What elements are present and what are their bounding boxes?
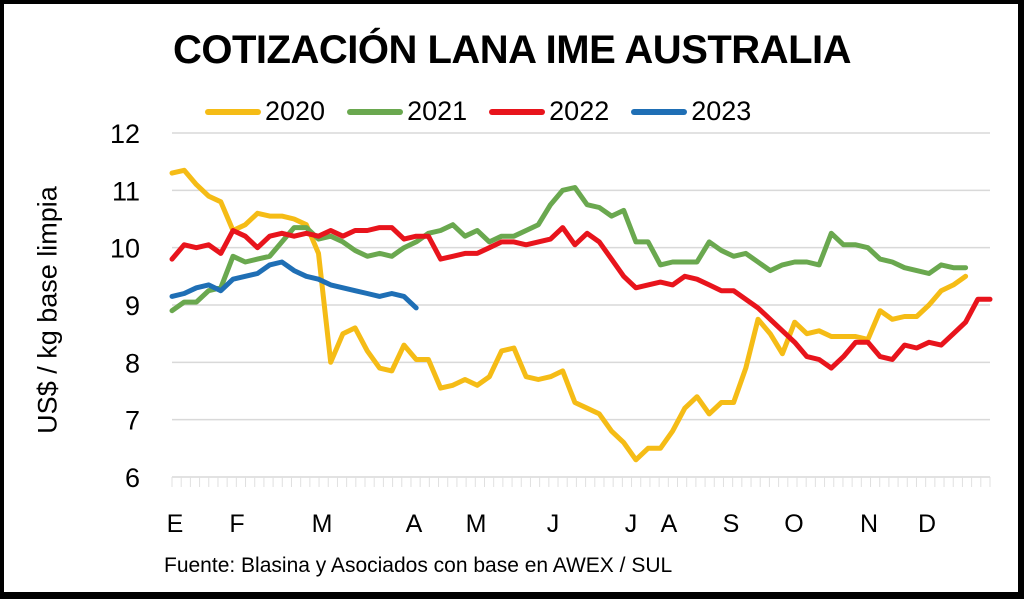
legend-swatch-2020 xyxy=(205,108,261,115)
legend-item-2020[interactable]: 2020 xyxy=(205,96,325,127)
legend-item-2022[interactable]: 2022 xyxy=(489,96,609,127)
legend-label-2020: 2020 xyxy=(265,96,326,126)
legend-item-2021[interactable]: 2021 xyxy=(347,96,467,127)
x-tick-label: A xyxy=(406,510,423,538)
y-tick-label: 7 xyxy=(125,406,140,436)
legend-label-2022: 2022 xyxy=(549,96,610,126)
y-tick-label: 9 xyxy=(125,291,140,321)
series-line-2020 xyxy=(169,167,969,463)
x-tick-label: M xyxy=(466,510,487,538)
series-line-2022 xyxy=(169,225,993,371)
series-line-2021 xyxy=(169,185,969,314)
legend-label-2023: 2023 xyxy=(691,96,752,126)
legend-label-2021: 2021 xyxy=(407,96,468,126)
y-tick-label: 6 xyxy=(125,463,140,493)
legend-item-2023[interactable]: 2023 xyxy=(631,96,751,127)
y-tick-label: 10 xyxy=(110,234,140,264)
chart-legend: 2020 2021 2022 2023 xyxy=(205,96,751,127)
x-tick-label: J xyxy=(547,510,560,538)
x-tick-label: D xyxy=(918,510,936,538)
legend-swatch-2023 xyxy=(631,108,688,115)
series-line-2023 xyxy=(169,259,419,311)
chart-title: COTIZACIÓN LANA IME AUSTRALIA xyxy=(172,28,852,72)
y-tick-label: 12 xyxy=(110,119,140,149)
x-tick-label: E xyxy=(167,510,184,538)
x-tick-label: A xyxy=(661,510,678,538)
x-tick-label: F xyxy=(229,510,244,538)
x-tick-label: J xyxy=(625,510,638,538)
x-tick-label: O xyxy=(784,510,803,538)
x-tick-label: S xyxy=(723,510,740,538)
legend-swatch-2021 xyxy=(347,108,404,115)
y-tick-label: 8 xyxy=(125,348,140,378)
x-tick-label: M xyxy=(312,510,333,538)
source-note: Fuente: Blasina y Asociados con base en … xyxy=(164,554,673,577)
x-tick-label: N xyxy=(860,510,878,538)
y-tick-label: 11 xyxy=(112,176,140,206)
legend-swatch-2022 xyxy=(489,108,546,115)
